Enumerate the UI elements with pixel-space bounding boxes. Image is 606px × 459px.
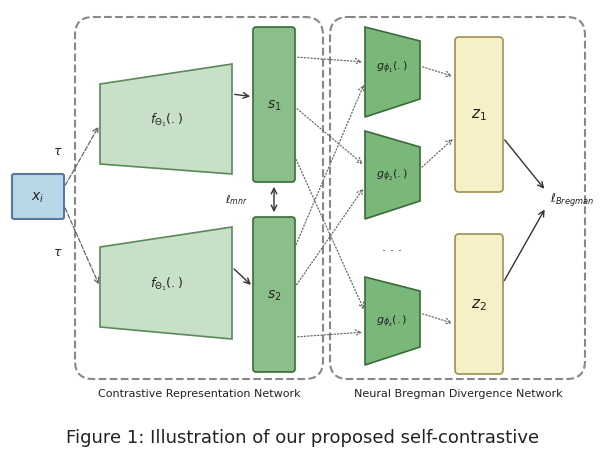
Text: $f_{\Theta_1}(.)$: $f_{\Theta_1}(.)$ [150, 274, 182, 292]
Text: Contrastive Representation Network: Contrastive Representation Network [98, 388, 301, 398]
FancyBboxPatch shape [12, 174, 64, 219]
Text: . . .: . . . [382, 241, 402, 254]
FancyBboxPatch shape [455, 235, 503, 374]
Text: $g_{\phi_1}(.)$: $g_{\phi_1}(.)$ [376, 60, 408, 76]
FancyBboxPatch shape [253, 28, 295, 183]
Text: $\ell_{Bregman}$: $\ell_{Bregman}$ [550, 191, 594, 208]
Text: $g_{\phi_k}(.)$: $g_{\phi_k}(.)$ [376, 313, 408, 330]
FancyBboxPatch shape [253, 218, 295, 372]
Text: $\ell_{mnr}$: $\ell_{mnr}$ [225, 193, 248, 207]
Text: $g_{\phi_2}(.)$: $g_{\phi_2}(.)$ [376, 168, 408, 184]
Text: $\tau$: $\tau$ [53, 145, 63, 158]
Text: $s_2$: $s_2$ [267, 288, 281, 302]
Polygon shape [365, 28, 420, 118]
Text: Neural Bregman Divergence Network: Neural Bregman Divergence Network [354, 388, 562, 398]
Text: Figure 1: Illustration of our proposed self-contrastive: Figure 1: Illustration of our proposed s… [67, 428, 539, 446]
Polygon shape [365, 132, 420, 219]
FancyBboxPatch shape [455, 38, 503, 193]
Polygon shape [100, 228, 232, 339]
Text: $s_1$: $s_1$ [267, 98, 281, 112]
Text: $z_2$: $z_2$ [471, 297, 487, 312]
Text: $f_{\Theta_1}(.)$: $f_{\Theta_1}(.)$ [150, 111, 182, 129]
Text: $z_1$: $z_1$ [471, 107, 487, 123]
Polygon shape [365, 277, 420, 365]
Polygon shape [100, 65, 232, 174]
Text: $x_i$: $x_i$ [32, 190, 45, 204]
Text: $\tau$: $\tau$ [53, 245, 63, 258]
